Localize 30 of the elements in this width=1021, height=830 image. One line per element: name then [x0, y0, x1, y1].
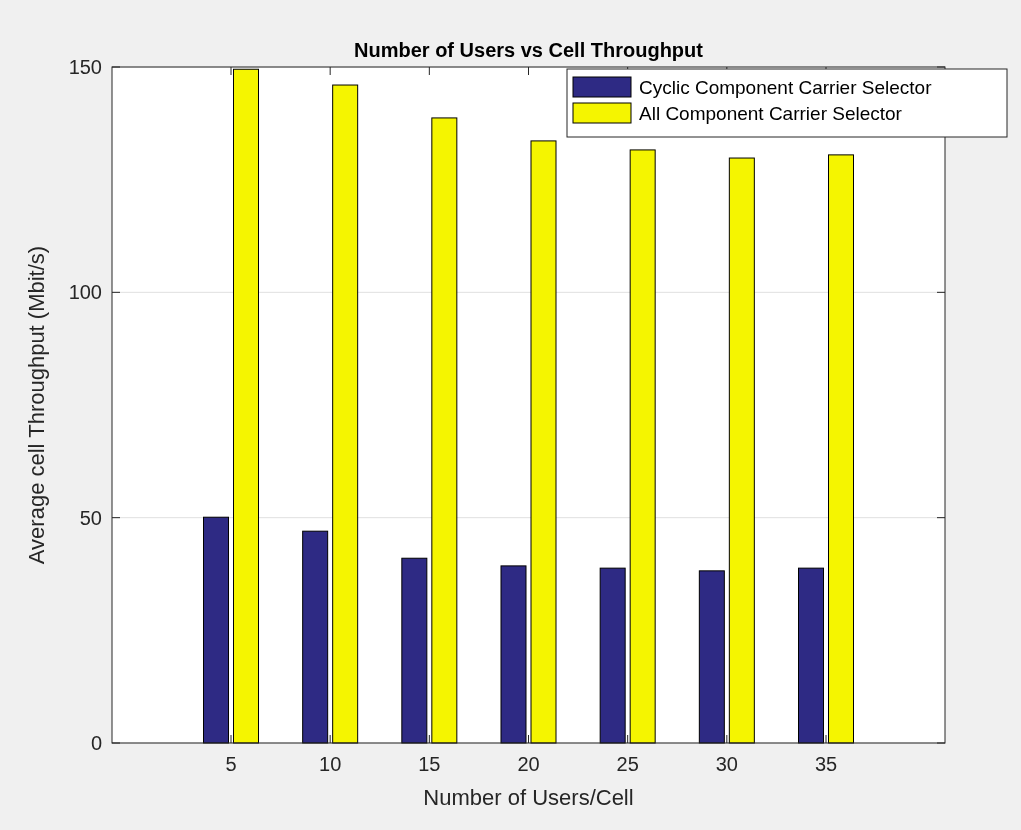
x-tick-label: 5	[225, 753, 237, 775]
chart-title: Number of Users vs Cell Throughput	[354, 39, 704, 61]
bar	[599, 567, 626, 744]
bar	[401, 557, 428, 744]
bar	[203, 516, 229, 744]
x-tick-label: 10	[319, 753, 342, 775]
bar	[500, 565, 527, 744]
y-tick-label: 0	[90, 732, 102, 754]
bar	[530, 140, 557, 744]
x-tick-label: 25	[616, 753, 639, 775]
bar	[233, 68, 259, 744]
bar	[431, 117, 458, 744]
y-tick-label: 150	[68, 56, 102, 78]
x-tick-label: 15	[418, 753, 441, 775]
y-tick-label: 50	[79, 506, 102, 529]
bar	[698, 570, 725, 744]
bar	[302, 530, 329, 744]
y-axis-title: Average cell Throughput (Mbit/s)	[24, 245, 49, 565]
bar	[828, 154, 854, 744]
x-tick-label: 30	[715, 753, 738, 775]
legend-label: Cyclic Component Carrier Selector	[639, 76, 933, 98]
legend-label: All Component Carrier Selector	[639, 102, 903, 124]
bar	[798, 567, 824, 744]
x-axis-title: Number of Users/Cell	[423, 785, 634, 810]
bar	[629, 149, 656, 744]
x-tick-label: 35	[814, 753, 838, 775]
y-tick-label: 100	[68, 281, 102, 304]
bar	[728, 157, 755, 744]
bar	[332, 84, 359, 744]
x-tick-label: 20	[517, 753, 540, 775]
